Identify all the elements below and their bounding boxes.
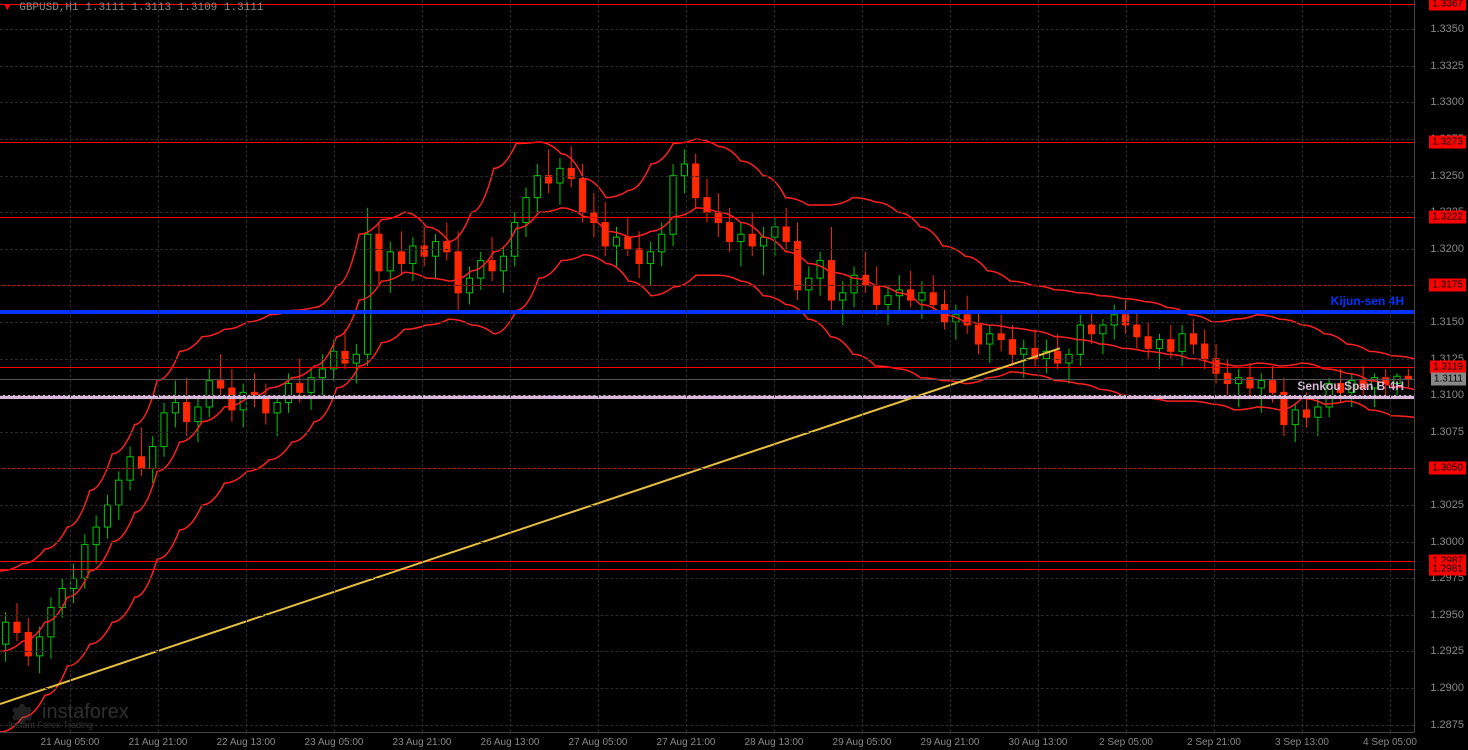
- horizontal-line: [0, 569, 1414, 570]
- y-tick: 1.3150: [1430, 316, 1464, 328]
- grid-h: [0, 322, 1414, 323]
- grid-v: [1214, 0, 1215, 732]
- x-axis: 21 Aug 05:00 21 Aug 21:00 22 Aug 13:00 23 A…: [0, 732, 1414, 750]
- y-tick: 1.2900: [1430, 682, 1464, 694]
- grid-v: [1302, 0, 1303, 732]
- grid-h: [0, 505, 1414, 506]
- grid-h: [0, 688, 1414, 689]
- price-level-label: 1.3050: [1429, 462, 1466, 475]
- price-level-label: 1.2981: [1429, 563, 1466, 576]
- y-tick: 1.3000: [1430, 536, 1464, 548]
- horizontal-line: [0, 367, 1414, 368]
- grid-h: [0, 212, 1414, 213]
- grid-v: [422, 0, 423, 732]
- x-tick: 21 Aug 05:00: [41, 737, 100, 748]
- x-tick: 28 Aug 13:00: [745, 737, 804, 748]
- x-tick: 4 Sep 05:00: [1363, 737, 1417, 748]
- grid-v: [598, 0, 599, 732]
- grid-h: [0, 285, 1414, 286]
- grid-v: [1126, 0, 1127, 732]
- x-tick: 26 Aug 13:00: [481, 737, 540, 748]
- grid-h: [0, 359, 1414, 360]
- y-tick: 1.2925: [1430, 645, 1464, 657]
- grid-v: [70, 0, 71, 732]
- trend-arrow-icon: ▼: [4, 2, 11, 14]
- grid-v: [1390, 0, 1391, 732]
- grid-h: [0, 29, 1414, 30]
- y-tick: 1.2950: [1430, 609, 1464, 621]
- watermark: instaforex: [8, 698, 129, 726]
- grid-v: [686, 0, 687, 732]
- y-tick: 1.3075: [1430, 426, 1464, 438]
- grid-h: [0, 395, 1414, 396]
- current-price-label: 1.3111: [1431, 373, 1466, 386]
- y-axis: 1.28751.29001.29251.29501.29751.30001.30…: [1414, 0, 1468, 732]
- y-tick: 1.2875: [1430, 719, 1464, 731]
- grid-h: [0, 578, 1414, 579]
- grid-v: [774, 0, 775, 732]
- x-tick: 27 Aug 21:00: [657, 737, 716, 748]
- x-tick: 23 Aug 05:00: [305, 737, 364, 748]
- watermark-text: instaforex: [42, 701, 129, 724]
- x-tick: 21 Aug 21:00: [129, 737, 188, 748]
- price-level-label: 1.3175: [1429, 279, 1466, 292]
- chart-container: ▼ GBPUSD,H1 1.3111 1.3113 1.3109 1.3111 …: [0, 0, 1468, 750]
- price-level-label: 1.3273: [1429, 136, 1466, 149]
- grid-h: [0, 432, 1414, 433]
- y-tick: 1.3100: [1430, 389, 1464, 401]
- chart-svg: [0, 0, 1414, 732]
- price-level-label: 1.3367: [1429, 0, 1466, 11]
- grid-h: [0, 725, 1414, 726]
- grid-h: [0, 651, 1414, 652]
- ohlc-label: 1.3111 1.3113 1.3109 1.3111: [85, 2, 263, 14]
- grid-h: [0, 139, 1414, 140]
- chart-header: ▼ GBPUSD,H1 1.3111 1.3113 1.3109 1.3111: [4, 2, 263, 14]
- grid-h: [0, 468, 1414, 469]
- x-tick: 2 Sep 05:00: [1099, 737, 1153, 748]
- x-tick: 29 Aug 21:00: [921, 737, 980, 748]
- y-tick: 1.3025: [1430, 499, 1464, 511]
- horizontal-line: [0, 217, 1414, 218]
- grid-h: [0, 615, 1414, 616]
- grid-h: [0, 542, 1414, 543]
- y-tick: 1.3325: [1430, 60, 1464, 72]
- grid-v: [334, 0, 335, 732]
- line-label: Senkou Span B 4H: [1297, 379, 1404, 393]
- y-tick: 1.3350: [1430, 23, 1464, 35]
- grid-v: [950, 0, 951, 732]
- horizontal-line: [0, 379, 1414, 380]
- grid-h: [0, 102, 1414, 103]
- grid-h: [0, 249, 1414, 250]
- x-tick: 3 Sep 13:00: [1275, 737, 1329, 748]
- x-tick: 23 Aug 21:00: [393, 737, 452, 748]
- y-tick: 1.3300: [1430, 96, 1464, 108]
- symbol-label: GBPUSD,H1: [19, 2, 78, 14]
- grid-h: [0, 66, 1414, 67]
- plot-area[interactable]: Kijun-sen 4H Senkou Span B 4H: [0, 0, 1414, 732]
- grid-v: [510, 0, 511, 732]
- price-level-label: 1.3222: [1429, 210, 1466, 223]
- grid-v: [158, 0, 159, 732]
- gear-icon: [8, 698, 36, 726]
- horizontal-line: [0, 561, 1414, 562]
- x-tick: 29 Aug 05:00: [833, 737, 892, 748]
- line-label: Kijun-sen 4H: [1331, 294, 1404, 308]
- y-tick: 1.3200: [1430, 243, 1464, 255]
- x-tick: 27 Aug 05:00: [569, 737, 628, 748]
- horizontal-line: [0, 142, 1414, 143]
- horizontal-line: [0, 310, 1414, 314]
- grid-h: [0, 176, 1414, 177]
- grid-v: [1038, 0, 1039, 732]
- x-tick: 30 Aug 13:00: [1009, 737, 1068, 748]
- grid-v: [862, 0, 863, 732]
- x-tick: 22 Aug 13:00: [217, 737, 276, 748]
- x-tick: 2 Sep 21:00: [1187, 737, 1241, 748]
- y-tick: 1.3250: [1430, 170, 1464, 182]
- grid-v: [246, 0, 247, 732]
